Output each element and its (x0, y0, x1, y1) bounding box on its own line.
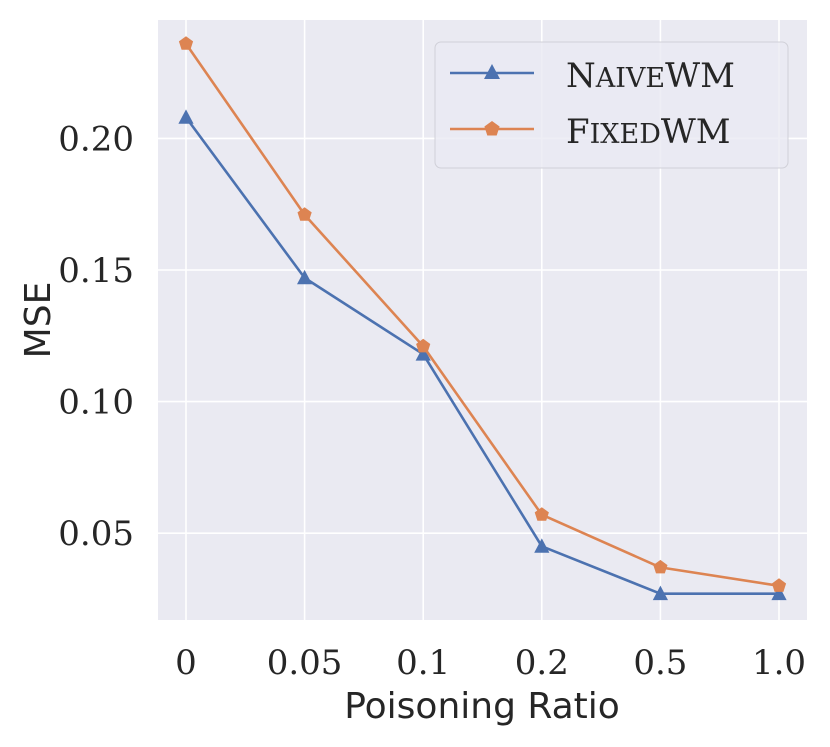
x-tick-label: 0.5 (633, 643, 687, 683)
data-point-naivewm (534, 538, 550, 553)
x-tick-label: 0.2 (515, 643, 569, 683)
data-point-fixedwm (771, 578, 787, 592)
series-line-fixedwm (184, 42, 780, 588)
series-layer (178, 36, 787, 601)
data-point-naivewm (771, 585, 787, 601)
x-axis-label: Poisoning Ratio (344, 686, 620, 727)
legend-label-naivewm-suffix: WM (665, 56, 735, 96)
legend: NAIVEWM FIXEDWM (434, 41, 789, 169)
data-point-fixedwm (297, 207, 312, 221)
y-axis-label: MSE (18, 282, 59, 359)
y-tick-label: 0.15 (58, 251, 134, 291)
legend-label-fixedwm: FIXEDWM (566, 112, 731, 152)
x-tick-label: 0.05 (267, 643, 343, 683)
x-tick-label: 1.0 (752, 643, 806, 683)
data-point-naivewm (415, 346, 431, 361)
y-tick-label: 0.10 (58, 383, 134, 423)
x-tick-label: 0.1 (396, 643, 450, 683)
data-point-naivewm (652, 585, 668, 601)
legend-entry-fixedwm: FIXEDWM (450, 112, 731, 152)
legend-label-fixedwm-initial: F (566, 112, 590, 152)
data-point-naivewm (178, 109, 194, 124)
x-tick-label: 0 (175, 643, 197, 683)
legend-marker-triangle-icon (484, 64, 500, 79)
series-naivewm (178, 109, 787, 601)
y-tick-label: 0.20 (58, 119, 134, 159)
data-point-fixedwm (653, 559, 668, 574)
data-point-fixedwm (416, 338, 431, 353)
legend-entry-naivewm: NAIVEWM (450, 56, 735, 96)
x-tick-labels: 0 0.05 0.1 0.2 0.5 1.0 (175, 643, 806, 683)
y-tick-labels: 0.05 0.10 0.15 0.20 (58, 119, 134, 554)
data-point-fixedwm (534, 507, 549, 521)
data-point-fixedwm (178, 36, 194, 50)
series-line-naivewm (184, 116, 779, 596)
legend-label-naivewm-smallcaps: AIVE (595, 63, 665, 94)
legend-label-fixedwm-suffix: WM (661, 112, 731, 152)
legend-label-naivewm-initial: N (566, 56, 596, 96)
legend-label-naivewm: NAIVEWM (566, 56, 735, 96)
data-point-naivewm (297, 269, 313, 285)
series-fixedwm (178, 36, 787, 592)
legend-label-fixedwm-smallcaps: IXED (590, 119, 661, 150)
y-tick-label: 0.05 (58, 514, 134, 554)
legend-marker-pentagon-icon (484, 121, 500, 136)
